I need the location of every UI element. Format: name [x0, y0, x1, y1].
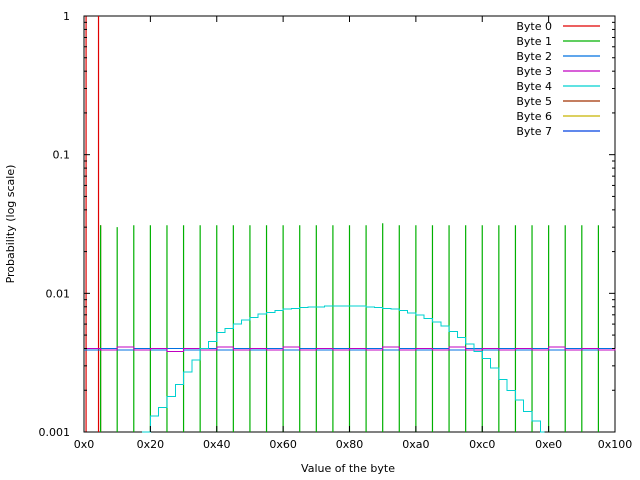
legend-label-byte-7: Byte 7: [516, 125, 552, 138]
x-tick-label: 0x100: [598, 438, 633, 451]
legend-label-byte-3: Byte 3: [516, 65, 552, 78]
legend-label-byte-4: Byte 4: [516, 80, 552, 93]
byte-4-line: [142, 305, 545, 433]
series-layer: [84, 16, 616, 433]
y-tick-label: 0.01: [46, 287, 71, 300]
y-tick-label: 1: [63, 10, 70, 23]
y-axis: 1 0.1 0.01 0.001: [39, 10, 615, 439]
x-tick-label: 0x80: [336, 438, 364, 451]
x-tick-label: 0x40: [203, 438, 231, 451]
x-tick-label: 0xa0: [402, 438, 429, 451]
legend: Byte 0 Byte 1 Byte 2 Byte 3 Byte 4 Byte 5 Byte…: [516, 20, 600, 138]
x-tick-label: 0x20: [137, 438, 165, 451]
legend-label-byte-5: Byte 5: [516, 95, 552, 108]
x-tick-label: 0xc0: [469, 438, 495, 451]
legend-label-byte-6: Byte 6: [516, 110, 552, 123]
x-axis: 0x0 0x20 0x40 0x60 0x80 0xa0 0xc0 0xe0 0x100: [74, 16, 633, 451]
legend-label-byte-2: Byte 2: [516, 50, 552, 63]
x-tick-label: 0xe0: [535, 438, 562, 451]
byte-3-line: [84, 346, 616, 353]
x-tick-label: 0x0: [74, 438, 95, 451]
y-tick-label: 0.001: [39, 426, 71, 439]
legend-label-byte-0: Byte 0: [516, 20, 552, 33]
x-tick-label: 0x60: [269, 438, 297, 451]
x-axis-label: Value of the byte: [301, 462, 395, 475]
y-tick-label: 0.1: [53, 149, 71, 162]
legend-label-byte-1: Byte 1: [516, 35, 552, 48]
y-axis-label: Probability (log scale): [4, 165, 17, 284]
